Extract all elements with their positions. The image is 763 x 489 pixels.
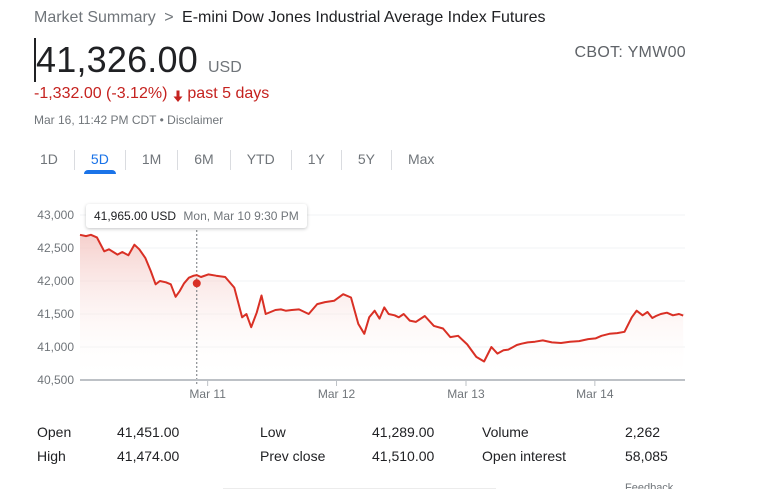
tab-ytd[interactable]: YTD	[246, 151, 275, 167]
stat-high-value: 41,474.00	[117, 448, 180, 464]
y-tick-label: 41,500	[37, 307, 74, 321]
stat-label: High	[37, 448, 66, 464]
stat-label: Open	[37, 424, 72, 440]
stat-label: Low	[260, 424, 286, 440]
change-period: past 5 days	[187, 85, 270, 102]
timestamp-text: Mar 16, 11:42 PM CDT	[34, 113, 157, 127]
tab-1m[interactable]: 1M	[141, 151, 162, 167]
stat-low-value: 41,289.00	[372, 424, 435, 440]
stat-volume: Volume	[482, 424, 529, 440]
y-tick-label: 42,500	[37, 241, 74, 255]
range-tabs: 1D 5D 1M 6M YTD 1Y 5Y Max	[24, 146, 450, 174]
y-tick-label: 40,500	[37, 373, 74, 387]
disclaimer-link[interactable]: Disclaimer	[167, 113, 224, 127]
tab-1y[interactable]: 1Y	[307, 151, 325, 167]
tab-divider	[229, 150, 231, 170]
tooltip-date: Mon, Mar 10 9:30 PM	[183, 209, 299, 223]
stat-high: High	[37, 448, 66, 464]
price-area-fill	[80, 234, 684, 380]
current-price: 41,326.00	[36, 39, 198, 80]
tab-divider	[177, 150, 179, 170]
tab-divider	[124, 150, 126, 170]
price-row: 41,326.00 USD	[34, 38, 242, 82]
price-chart[interactable]: 43,000 42,500 42,000 41,500 41,000 40,500 Mar…	[0, 195, 763, 410]
breadcrumb-market-summary-link[interactable]: Market Summary	[34, 9, 156, 26]
tab-1d[interactable]: 1D	[40, 151, 58, 167]
change-value: -1,332.00 (-3.12%)	[34, 85, 168, 102]
stat-low: Low	[260, 424, 286, 440]
breadcrumb: Market Summary > E-mini Dow Jones Indust…	[34, 8, 545, 28]
price-line	[79, 233, 684, 363]
hover-point-marker	[192, 279, 201, 288]
stat-prev-close-value: 41,510.00	[372, 448, 435, 464]
stat-prev-close: Prev close	[260, 448, 325, 464]
arrow-down-icon	[173, 88, 183, 102]
tab-max[interactable]: Max	[407, 151, 435, 167]
y-tick-label: 43,000	[37, 208, 74, 222]
breadcrumb-current: E-mini Dow Jones Industrial Average Inde…	[182, 9, 546, 26]
x-tick-label: Mar 11	[189, 387, 226, 401]
feedback-link[interactable]: Feedback	[625, 482, 674, 489]
y-tick-label: 42,000	[37, 274, 74, 288]
tab-divider	[340, 150, 342, 170]
stat-label: Open interest	[482, 448, 567, 464]
tab-6m[interactable]: 6M	[194, 151, 214, 167]
stat-label: Prev close	[260, 448, 326, 464]
tooltip-value: 41,965.00 USD	[94, 209, 177, 223]
stat-open-interest-value: 58,085	[625, 448, 668, 464]
quote-timestamp: Mar 16, 11:42 PM CDT • Disclaimer	[34, 113, 223, 127]
stat-label: Volume	[482, 424, 529, 440]
ticker-symbol: CBOT: YMW00	[574, 44, 686, 61]
tab-divider	[390, 150, 392, 170]
x-tick-label: Mar 12	[318, 387, 356, 401]
stat-volume-value: 2,262	[625, 424, 661, 440]
tab-5y[interactable]: 5Y	[357, 151, 375, 167]
breadcrumb-separator: >	[164, 9, 174, 26]
y-tick-label: 41,000	[37, 340, 74, 354]
x-axis-labels: Mar 11 Mar 12 Mar 13 Mar 14	[189, 380, 614, 401]
y-axis-labels: 43,000 42,500 42,000 41,500 41,000 40,500	[37, 208, 74, 387]
x-tick-label: Mar 14	[576, 387, 614, 401]
stat-open-interest: Open interest	[482, 448, 566, 464]
bullet-separator: •	[159, 113, 164, 127]
text-cursor	[34, 38, 36, 82]
currency-label: USD	[207, 59, 242, 76]
tab-5d[interactable]: 5D	[75, 146, 125, 174]
tab-divider	[290, 150, 292, 170]
stat-open-value: 41,451.00	[117, 424, 180, 440]
x-tick-label: Mar 13	[447, 387, 485, 401]
price-change: -1,332.00 (-3.12%) past 5 days	[34, 84, 269, 104]
chart-tooltip: 41,965.00 USD Mon, Mar 10 9:30 PM	[86, 204, 307, 228]
stat-open: Open	[37, 424, 71, 440]
